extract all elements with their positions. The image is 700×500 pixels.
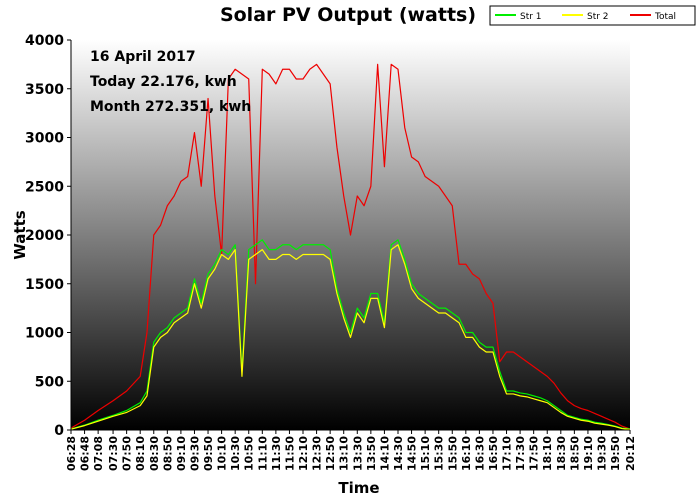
series-line-str-2 xyxy=(71,244,630,430)
x-tick-label: 08:30 xyxy=(148,436,161,471)
x-tick-label: 07:30 xyxy=(107,436,120,471)
x-tick-label: 18:50 xyxy=(568,436,581,471)
x-tick-label: 06:48 xyxy=(79,436,92,471)
x-tick-label: 19:50 xyxy=(609,436,622,471)
x-tick-label: 17:30 xyxy=(514,436,527,471)
x-tick-label: 17:50 xyxy=(528,436,541,471)
y-tick-label: 1500 xyxy=(25,277,64,293)
x-tick-label: 15:30 xyxy=(433,436,446,471)
annotation-today: Today 22.176, kwh xyxy=(90,74,237,90)
legend: Str 1 Str 2 Total xyxy=(489,5,696,26)
y-tick-label: 1000 xyxy=(25,326,64,342)
x-tick-label: 12:10 xyxy=(297,436,310,471)
series-line-str-1 xyxy=(71,239,630,430)
x-axis-ticks: 06:28 06:48 07:08 07:30 07:50 08:10 08:30 08:50… xyxy=(65,430,637,471)
x-tick-label: 10:10 xyxy=(216,436,229,471)
x-tick-label: 06:28 xyxy=(65,436,78,471)
x-tick-label: 16:10 xyxy=(460,436,473,471)
x-tick-label: 18:10 xyxy=(541,436,554,471)
x-tick-label: 19:30 xyxy=(596,436,609,471)
x-tick-label: 11:10 xyxy=(256,436,269,471)
y-axis-ticks: 0 500 1000 1500 2000 2500 3000 3500 4000 xyxy=(25,33,71,439)
y-tick-label: 2000 xyxy=(25,228,64,244)
x-tick-label: 12:50 xyxy=(324,436,337,471)
legend-label-total: Total xyxy=(654,12,676,22)
y-tick-label: 4000 xyxy=(25,33,64,49)
x-tick-label: 13:30 xyxy=(351,436,364,471)
x-tick-label: 14:10 xyxy=(378,436,391,471)
y-tick-label: 500 xyxy=(35,374,64,390)
legend-label-str1: Str 1 xyxy=(520,12,542,22)
x-tick-label: 15:10 xyxy=(419,436,432,471)
chart-title: Solar PV Output (watts) xyxy=(220,4,476,26)
x-tick-label: 11:30 xyxy=(270,436,283,471)
x-tick-label: 16:50 xyxy=(487,436,500,471)
x-tick-label: 16:30 xyxy=(473,436,486,471)
x-tick-label: 17:10 xyxy=(501,436,514,471)
y-tick-label: 2500 xyxy=(25,179,64,195)
y-tick-label: 0 xyxy=(54,423,64,439)
x-tick-label: 07:50 xyxy=(121,436,134,471)
series-line-total xyxy=(71,63,630,430)
x-tick-label: 19:10 xyxy=(582,436,595,471)
legend-box xyxy=(489,5,696,26)
x-tick-label: 18:30 xyxy=(555,436,568,471)
y-tick-label: 3500 xyxy=(25,82,64,98)
x-tick-label: 08:50 xyxy=(161,436,174,471)
x-tick-label: 13:50 xyxy=(365,436,378,471)
x-tick-label: 12:30 xyxy=(311,436,324,471)
x-tick-label: 08:10 xyxy=(134,436,147,471)
annotation-month: Month 272.351, kwh xyxy=(90,99,251,115)
x-tick-label: 10:50 xyxy=(243,436,256,471)
x-tick-label: 07:08 xyxy=(92,436,105,471)
x-tick-label: 10:30 xyxy=(229,436,242,471)
annotation-date: 16 April 2017 xyxy=(90,49,196,65)
y-axis-label: Watts xyxy=(11,210,29,259)
series-layer xyxy=(71,63,630,430)
x-tick-label: 14:30 xyxy=(392,436,405,471)
x-tick-label: 15:50 xyxy=(446,436,459,471)
x-tick-label: 14:50 xyxy=(406,436,419,471)
legend-label-str2: Str 2 xyxy=(587,12,609,22)
x-axis-label: Time xyxy=(338,479,379,497)
y-tick-label: 3000 xyxy=(25,131,64,147)
x-tick-label: 11:50 xyxy=(283,436,296,471)
x-tick-label: 09:50 xyxy=(202,436,215,471)
x-tick-label: 20:12 xyxy=(624,436,637,471)
x-tick-label: 13:10 xyxy=(338,436,351,471)
x-tick-label: 09:10 xyxy=(175,436,188,471)
x-tick-label: 09:30 xyxy=(188,436,201,471)
